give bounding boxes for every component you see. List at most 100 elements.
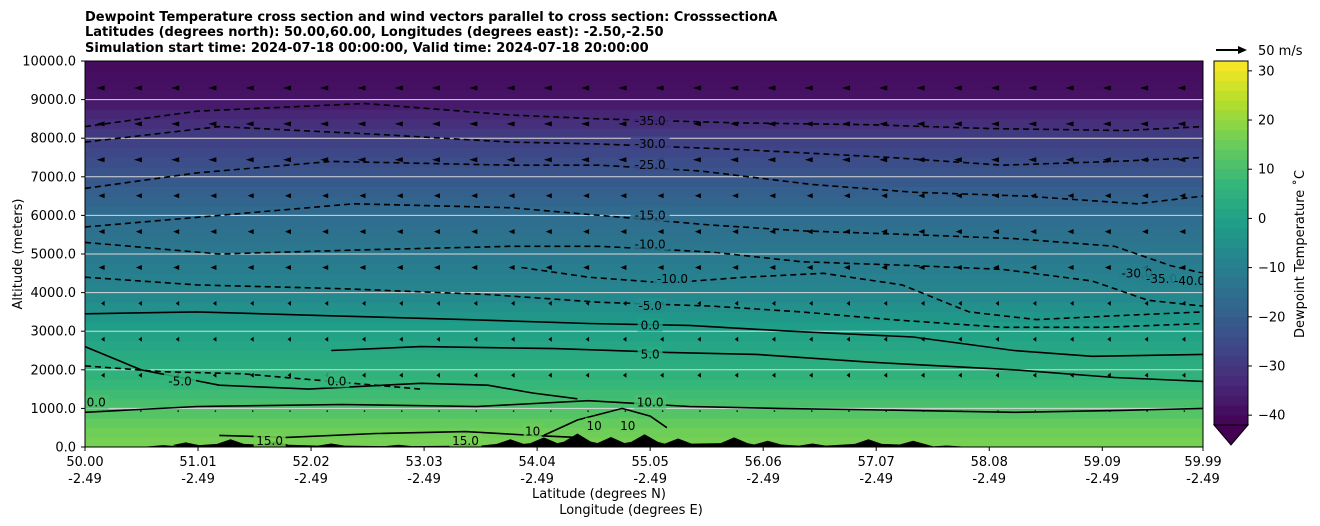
dewpoint-band bbox=[85, 147, 1203, 158]
wind-vector bbox=[879, 85, 888, 91]
contour-label: 10 bbox=[620, 419, 635, 433]
wind-vector-dot bbox=[997, 410, 999, 412]
wind-vector bbox=[469, 157, 478, 163]
wind-vector bbox=[545, 193, 552, 199]
wind-vector bbox=[771, 300, 776, 306]
wind-vector bbox=[1028, 85, 1037, 91]
wind-vector bbox=[101, 372, 105, 378]
wind-vector bbox=[694, 193, 701, 199]
wind-vector bbox=[809, 300, 813, 306]
y-tick-label: 4000.0 bbox=[31, 286, 77, 301]
wind-vector bbox=[543, 157, 552, 163]
wind-vector bbox=[135, 265, 142, 270]
wind-vector bbox=[545, 265, 552, 270]
colorbar-segment bbox=[1214, 277, 1248, 288]
wind-vector bbox=[359, 229, 366, 235]
wind-vector bbox=[359, 193, 366, 199]
wind-vector bbox=[1144, 336, 1149, 342]
wind-vector bbox=[1179, 193, 1186, 199]
x-tick-label-lat: 54.04 bbox=[519, 455, 556, 470]
wind-vector bbox=[881, 265, 888, 270]
wind-vector bbox=[697, 336, 701, 342]
wind-vector bbox=[1102, 85, 1111, 91]
dewpoint-band bbox=[85, 330, 1203, 342]
contour-label-bg bbox=[630, 112, 670, 127]
wind-vector bbox=[734, 372, 739, 378]
colorbar-segment bbox=[1214, 198, 1248, 209]
wind-vector bbox=[1032, 372, 1037, 378]
wind-vector bbox=[320, 85, 329, 91]
colorbar-segment bbox=[1214, 405, 1248, 416]
colorbar-extend-min bbox=[1212, 424, 1250, 446]
contour-label-bg bbox=[630, 236, 670, 251]
wind-vector bbox=[1030, 265, 1037, 270]
wind-vector bbox=[1070, 300, 1074, 306]
wind-vector bbox=[846, 336, 850, 342]
wind-vector bbox=[436, 336, 440, 342]
wind-vector-dot bbox=[475, 410, 477, 412]
x-axis-label-latitude: Latitude (degrees N) bbox=[532, 487, 666, 502]
wind-vector bbox=[285, 265, 291, 270]
wind-vector-dot bbox=[885, 410, 887, 412]
y-tick-label: 8000.0 bbox=[31, 132, 77, 147]
wind-vector bbox=[694, 265, 701, 270]
contour-label: 0.0 bbox=[327, 374, 346, 388]
wind-vector bbox=[583, 229, 590, 235]
wind-vector bbox=[1030, 229, 1037, 235]
wind-vector-dot bbox=[960, 410, 962, 412]
dewpoint-band bbox=[85, 417, 1203, 429]
contour-label: 15.0 bbox=[256, 434, 283, 448]
wind-vector bbox=[283, 157, 291, 163]
wind-vector bbox=[993, 229, 999, 235]
wind-vector bbox=[394, 157, 403, 163]
wind-vector bbox=[958, 372, 962, 378]
chart-title-line-3: Simulation start time: 2024-07-18 00:00:… bbox=[85, 41, 649, 56]
colorbar-segment bbox=[1214, 375, 1248, 386]
y-tick-label: 2000.0 bbox=[31, 363, 77, 378]
contour-label: 10 bbox=[525, 425, 540, 439]
wind-vector bbox=[585, 300, 590, 306]
wind-vector bbox=[357, 157, 366, 163]
dewpoint-band bbox=[85, 128, 1203, 139]
colorbar-segment bbox=[1214, 365, 1248, 377]
wind-vector bbox=[1065, 121, 1074, 127]
wind-vector bbox=[1104, 229, 1111, 235]
wind-vector bbox=[921, 336, 925, 342]
colorbar-segment bbox=[1214, 129, 1248, 141]
x-tick-label-lon: -2.49 bbox=[294, 472, 328, 487]
wind-vector bbox=[844, 265, 850, 270]
wind-vector bbox=[245, 85, 254, 91]
wind-vector bbox=[1181, 300, 1186, 306]
wind-vector bbox=[98, 193, 105, 199]
wind-vector bbox=[1032, 336, 1037, 342]
colorbar-segment bbox=[1214, 257, 1248, 268]
wind-vector bbox=[1179, 229, 1186, 235]
wind-vector-dot bbox=[848, 410, 850, 412]
wind-vector-dot bbox=[1183, 410, 1186, 412]
contour-label: 15.0 bbox=[452, 434, 479, 448]
dewpoint-band bbox=[85, 89, 1203, 101]
contour-label-bg bbox=[1170, 273, 1203, 288]
wind-vector bbox=[916, 157, 925, 163]
dewpoint-band bbox=[85, 61, 1203, 72]
wind-vector bbox=[993, 265, 999, 270]
wind-vector bbox=[844, 229, 850, 235]
wind-vector bbox=[809, 372, 813, 378]
wind-vector bbox=[771, 336, 776, 342]
wind-vector bbox=[285, 229, 291, 235]
dewpoint-band bbox=[85, 407, 1203, 419]
wind-vector bbox=[359, 265, 366, 270]
terrain-profile bbox=[140, 433, 970, 447]
dewpoint-band bbox=[85, 359, 1203, 371]
wind-vector-dot bbox=[736, 410, 738, 412]
wind-vector bbox=[396, 229, 403, 235]
colorbar-segment bbox=[1214, 159, 1248, 170]
wind-vector bbox=[208, 121, 217, 127]
wind-vector bbox=[921, 372, 925, 378]
x-axis: 50.00 -2.49 51.01 -2.49 52.02 -2.49 53.03 -2.49… bbox=[66, 447, 1222, 487]
contour-label-bg bbox=[630, 207, 670, 222]
chart-title-line-1: Dewpoint Temperature cross section and w… bbox=[85, 10, 777, 25]
wind-vector bbox=[543, 85, 552, 91]
wind-vector bbox=[846, 372, 850, 378]
colorbar-segment bbox=[1214, 139, 1248, 150]
